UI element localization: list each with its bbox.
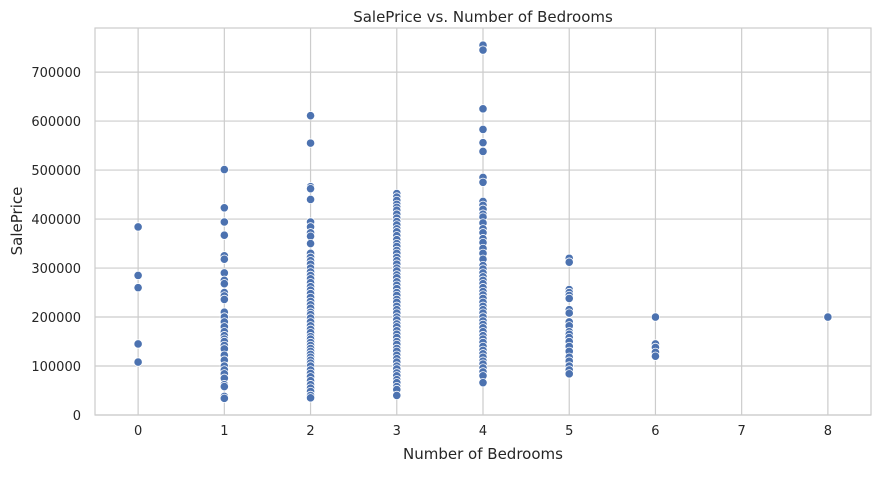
scatter-point — [219, 230, 229, 240]
scatter-point — [478, 45, 488, 55]
scatter-point — [305, 393, 316, 403]
scatter-point — [219, 254, 229, 264]
scatter-point — [133, 283, 143, 293]
scatter-point — [478, 124, 488, 135]
scatter-point — [478, 378, 488, 388]
scatter-point — [650, 351, 661, 361]
y-tick-label: 200000 — [31, 311, 81, 326]
scatter-point — [478, 138, 488, 148]
y-tick-label: 300000 — [31, 262, 81, 277]
y-tick-label: 400000 — [31, 213, 81, 228]
scatter-point — [478, 177, 488, 187]
scatter-point — [650, 312, 661, 322]
y-axis-label: SalePrice — [8, 187, 26, 256]
y-tick-label: 500000 — [31, 164, 81, 179]
scatter-point — [305, 138, 316, 148]
y-tick-label: 700000 — [31, 66, 81, 81]
scatter-point — [219, 279, 229, 289]
scatter-point — [305, 111, 316, 121]
scatter-point — [133, 339, 143, 349]
scatter-point — [823, 312, 833, 322]
scatter-point — [133, 222, 143, 232]
scatter-point — [305, 238, 316, 249]
scatter-point — [133, 270, 143, 280]
scatter-point — [305, 184, 316, 194]
scatter-point — [564, 308, 574, 318]
x-tick-label: 1 — [220, 424, 228, 439]
scatter-point — [564, 257, 574, 267]
scatter-point — [219, 294, 229, 304]
scatter-point — [219, 203, 229, 213]
scatter-point — [564, 369, 574, 379]
x-tick-label: 0 — [134, 424, 142, 439]
scatter-point — [219, 164, 229, 175]
scatter-point — [219, 393, 229, 403]
scatter-point — [219, 381, 229, 392]
scatter-point — [478, 104, 488, 114]
chart-title: SalePrice vs. Number of Bedrooms — [353, 8, 613, 26]
y-tick-label: 600000 — [31, 115, 81, 130]
x-tick-label: 4 — [479, 424, 487, 439]
scatter-point — [305, 194, 316, 205]
scatter-point — [564, 293, 574, 304]
x-tick-label: 3 — [393, 424, 401, 439]
x-tick-label: 7 — [738, 424, 746, 439]
x-tick-label: 6 — [651, 424, 659, 439]
y-tick-label: 100000 — [31, 360, 81, 375]
y-tick-label: 0 — [73, 409, 81, 424]
scatter-point — [478, 146, 488, 157]
scatter-point — [219, 217, 229, 227]
x-tick-label: 8 — [824, 424, 832, 439]
x-axis-label: Number of Bedrooms — [403, 445, 563, 463]
x-tick-label: 5 — [565, 424, 573, 439]
scatter-point — [392, 390, 402, 401]
scatter-point — [133, 357, 143, 367]
x-tick-label: 2 — [306, 424, 314, 439]
